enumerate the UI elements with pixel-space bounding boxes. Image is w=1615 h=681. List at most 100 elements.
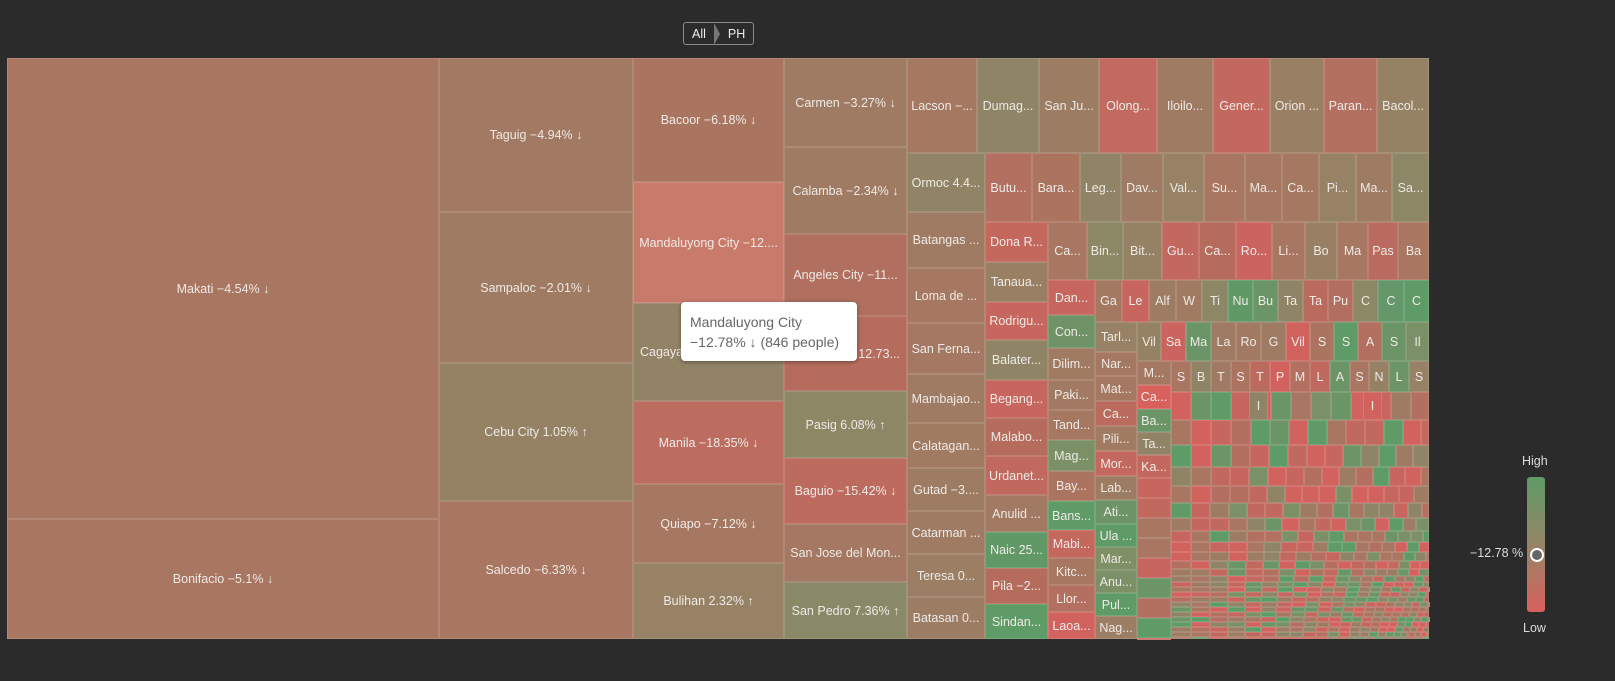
treemap-small-cell[interactable] bbox=[1388, 597, 1398, 602]
treemap-small-cell[interactable] bbox=[1351, 569, 1364, 576]
treemap-small-cell[interactable] bbox=[1346, 518, 1361, 531]
treemap-small-cell[interactable] bbox=[1399, 637, 1406, 639]
treemap-small-cell[interactable] bbox=[1191, 617, 1210, 622]
treemap-small-cell[interactable] bbox=[1334, 592, 1346, 597]
treemap-small-cell[interactable] bbox=[1360, 582, 1372, 587]
treemap-cell[interactable]: Sa... bbox=[1392, 153, 1429, 222]
treemap-small-cell[interactable] bbox=[1307, 587, 1321, 592]
treemap-small-cell[interactable] bbox=[1276, 607, 1291, 612]
treemap-small-cell[interactable] bbox=[1339, 467, 1356, 486]
treemap-small-cell[interactable] bbox=[1230, 467, 1249, 486]
treemap-small-cell[interactable] bbox=[1290, 632, 1303, 637]
treemap-small-cell[interactable] bbox=[1171, 576, 1191, 582]
treemap-small-cell[interactable] bbox=[1295, 569, 1310, 576]
treemap-small-cell[interactable] bbox=[1191, 518, 1210, 531]
treemap-small-cell[interactable] bbox=[1415, 632, 1421, 637]
treemap-cell[interactable]: Tarl... bbox=[1095, 322, 1137, 352]
treemap-small-cell[interactable] bbox=[1279, 569, 1295, 576]
treemap-small-cell[interactable] bbox=[1171, 612, 1191, 617]
treemap-small-cell[interactable] bbox=[1210, 518, 1229, 531]
treemap-small-cell[interactable] bbox=[1358, 637, 1367, 639]
treemap-small-cell[interactable] bbox=[1418, 592, 1426, 597]
treemap-small-cell[interactable] bbox=[1394, 607, 1403, 612]
treemap-cell[interactable]: Pas bbox=[1368, 222, 1398, 280]
treemap-small-cell[interactable] bbox=[1349, 503, 1364, 518]
treemap-small-cell[interactable] bbox=[1401, 612, 1409, 617]
treemap-small-cell[interactable] bbox=[1228, 576, 1246, 582]
treemap-small-cell[interactable] bbox=[1191, 622, 1210, 627]
treemap-small-cell[interactable] bbox=[1191, 576, 1210, 582]
treemap-small-cell[interactable] bbox=[1278, 592, 1293, 597]
treemap-cell[interactable]: L bbox=[1389, 361, 1409, 392]
treemap-small-cell[interactable] bbox=[1319, 602, 1332, 607]
treemap-small-cell[interactable] bbox=[1387, 627, 1395, 632]
treemap-cell[interactable]: C bbox=[1353, 280, 1378, 322]
treemap-small-cell[interactable] bbox=[1245, 617, 1261, 622]
treemap-cell[interactable]: Anu... bbox=[1095, 570, 1137, 593]
treemap-small-cell[interactable] bbox=[1310, 569, 1324, 576]
treemap-cell[interactable]: W bbox=[1176, 280, 1202, 322]
treemap-small-cell[interactable] bbox=[1228, 569, 1246, 576]
treemap-small-cell[interactable] bbox=[1421, 617, 1428, 622]
treemap-cell[interactable]: Bay... bbox=[1048, 471, 1095, 501]
treemap-cell[interactable]: Gener... bbox=[1213, 58, 1270, 153]
treemap-small-cell[interactable] bbox=[1378, 597, 1388, 602]
treemap-small-cell[interactable] bbox=[1344, 531, 1358, 542]
treemap-small-cell[interactable] bbox=[1360, 627, 1370, 632]
treemap-small-cell[interactable] bbox=[1191, 597, 1210, 602]
treemap-small-cell[interactable] bbox=[1416, 518, 1429, 531]
treemap-small-cell[interactable] bbox=[1382, 542, 1395, 552]
treemap-small-cell[interactable] bbox=[1384, 576, 1395, 582]
treemap-cell[interactable]: Con... bbox=[1048, 315, 1095, 348]
treemap-small-cell[interactable] bbox=[1325, 445, 1343, 467]
treemap-cell[interactable]: Ti bbox=[1202, 280, 1228, 322]
treemap-cell[interactable]: Batasan 0... bbox=[907, 597, 985, 639]
treemap-cell[interactable]: Mandaluyong City −12.... bbox=[633, 182, 784, 303]
treemap-cell[interactable]: Dan... bbox=[1048, 280, 1095, 315]
treemap-small-cell[interactable] bbox=[1265, 503, 1283, 518]
treemap-small-cell[interactable] bbox=[1404, 552, 1415, 561]
treemap-cell[interactable]: S bbox=[1310, 322, 1334, 361]
treemap-small-cell[interactable] bbox=[1379, 627, 1387, 632]
treemap-small-cell[interactable] bbox=[1361, 622, 1371, 627]
treemap-small-cell[interactable] bbox=[1191, 637, 1210, 639]
treemap-small-cell[interactable] bbox=[1369, 542, 1382, 552]
treemap-cell[interactable]: Mat... bbox=[1095, 376, 1137, 401]
treemap-small-cell[interactable] bbox=[1346, 420, 1365, 445]
treemap-small-cell[interactable] bbox=[1171, 420, 1191, 445]
treemap-small-cell[interactable] bbox=[1333, 503, 1349, 518]
treemap-small-cell[interactable] bbox=[1400, 592, 1409, 597]
treemap-small-cell[interactable] bbox=[1385, 531, 1398, 542]
treemap-cell[interactable]: Sa bbox=[1161, 322, 1186, 361]
treemap-small-cell[interactable] bbox=[1277, 602, 1292, 607]
treemap-small-cell[interactable] bbox=[1399, 486, 1414, 503]
treemap-small-cell[interactable] bbox=[1394, 503, 1408, 518]
treemap-small-cell[interactable] bbox=[1370, 587, 1381, 592]
treemap-small-cell[interactable] bbox=[1303, 637, 1315, 639]
treemap-small-cell[interactable] bbox=[1228, 637, 1245, 639]
treemap-small-cell[interactable] bbox=[1326, 552, 1340, 561]
treemap-small-cell[interactable] bbox=[1328, 632, 1339, 637]
treemap-small-cell[interactable] bbox=[1423, 582, 1429, 587]
treemap-cell[interactable]: Gu... bbox=[1162, 222, 1199, 280]
treemap-small-cell[interactable] bbox=[1245, 612, 1261, 617]
treemap-small-cell[interactable] bbox=[1271, 392, 1291, 420]
treemap-small-cell[interactable] bbox=[1265, 518, 1282, 531]
treemap-small-cell[interactable] bbox=[1427, 632, 1429, 637]
treemap-cell[interactable]: Baguio −15.42% ↓ bbox=[784, 458, 907, 524]
treemap-small-cell[interactable] bbox=[1392, 552, 1404, 561]
treemap-cell[interactable]: Dona R... bbox=[985, 222, 1048, 262]
treemap-small-cell[interactable] bbox=[1412, 602, 1420, 607]
treemap-cell[interactable]: T bbox=[1250, 361, 1270, 392]
treemap-small-cell[interactable] bbox=[1340, 552, 1354, 561]
treemap-cell[interactable]: A bbox=[1330, 361, 1350, 392]
treemap-small-cell[interactable] bbox=[1405, 622, 1412, 627]
treemap-cell[interactable]: Urdanet... bbox=[985, 456, 1048, 495]
treemap-small-cell[interactable] bbox=[1228, 561, 1246, 569]
treemap-small-cell[interactable] bbox=[1414, 486, 1429, 503]
treemap-small-cell[interactable] bbox=[1268, 467, 1286, 486]
treemap-cell[interactable]: Quiapo −7.12% ↓ bbox=[633, 484, 784, 563]
treemap-small-cell[interactable] bbox=[1210, 582, 1228, 587]
treemap-small-cell[interactable] bbox=[1399, 561, 1410, 569]
treemap-cell[interactable]: Ro... bbox=[1236, 222, 1272, 280]
